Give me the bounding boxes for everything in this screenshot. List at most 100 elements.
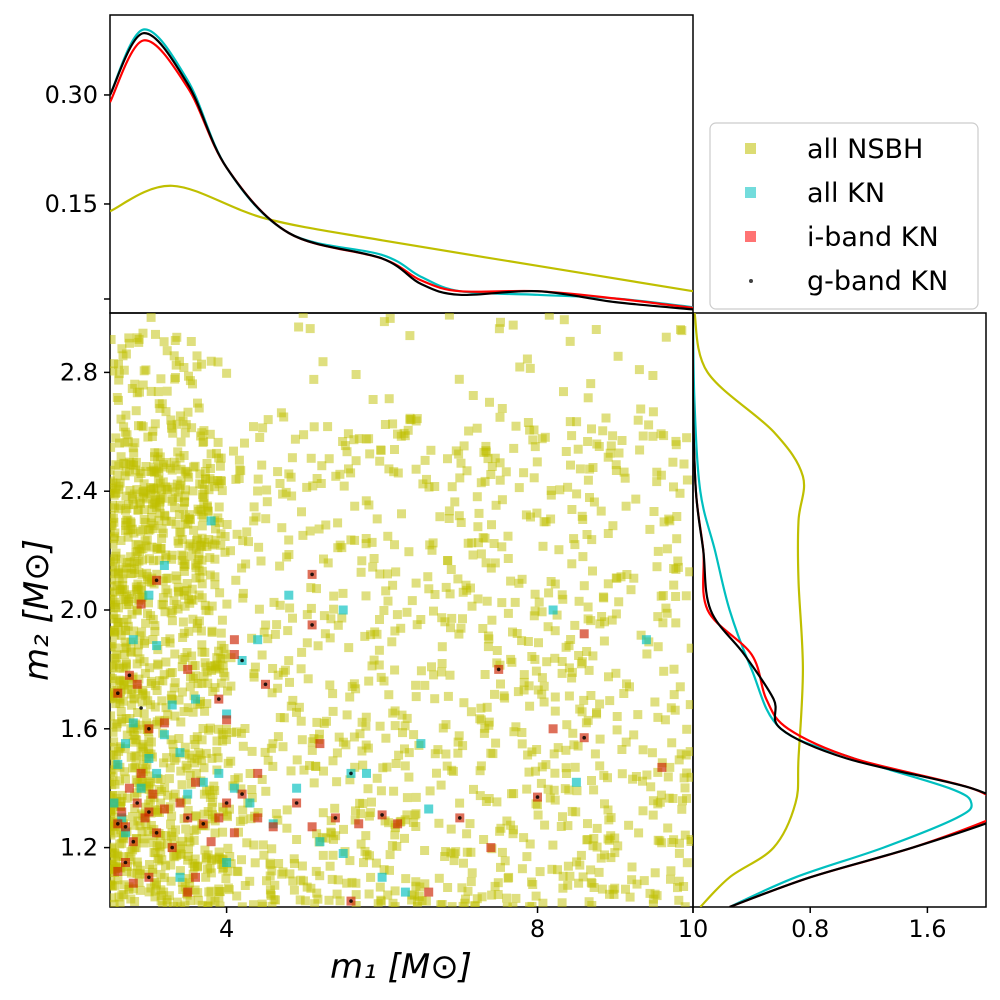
scatter-point-all-nsbh: [587, 424, 596, 434]
scatter-point-all-nsbh: [275, 600, 285, 610]
y-tick-label: 2.4: [60, 477, 98, 505]
scatter-point-all-nsbh: [294, 702, 304, 712]
scatter-point-all-nsbh: [115, 438, 124, 448]
scatter-point-all-nsbh: [638, 431, 648, 441]
scatter-point-all-nsbh: [135, 865, 145, 875]
scatter-point-all-nsbh: [110, 610, 118, 620]
scatter-point-all-nsbh: [172, 332, 182, 342]
scatter-point-all-nsbh: [321, 833, 331, 843]
scatter-point-all-nsbh: [170, 789, 180, 799]
scatter-point-all-nsbh: [549, 749, 559, 759]
scatter-point-all-nsbh: [190, 885, 200, 895]
scatter-point-all-nsbh: [166, 876, 176, 886]
scatter-point-all-nsbh: [114, 375, 124, 385]
scatter-point-all-nsbh: [139, 657, 149, 667]
scatter-point-g-band-kn: [349, 771, 353, 776]
scatter-point-all-nsbh: [314, 524, 324, 534]
scatter-point-all-nsbh: [161, 703, 171, 713]
scatter-point-all-nsbh: [238, 536, 248, 546]
scatter-point-all-nsbh: [204, 725, 214, 735]
scatter-point-all-nsbh: [420, 455, 430, 465]
scatter-point-all-nsbh: [232, 891, 242, 901]
scatter-point-all-nsbh: [126, 724, 136, 734]
scatter-point-all-nsbh: [112, 750, 121, 760]
scatter-point-all-nsbh: [489, 539, 499, 548]
scatter-point-all-nsbh: [335, 896, 345, 906]
scatter-point-all-nsbh: [608, 521, 618, 531]
scatter-point-all-nsbh: [133, 647, 143, 657]
scatter-point-all-nsbh: [400, 815, 410, 825]
scatter-point-all-nsbh: [163, 790, 173, 800]
scatter-point-all-nsbh: [573, 741, 583, 751]
scatter-point-g-band-kn: [135, 801, 139, 805]
scatter-point-all-nsbh: [443, 556, 453, 565]
scatter-point-all-nsbh: [656, 470, 666, 480]
scatter-point-i-band-kn: [307, 822, 317, 832]
scatter-point-all-nsbh: [453, 748, 463, 758]
scatter-point-all-nsbh: [184, 844, 193, 854]
scatter-point-all-nsbh: [612, 725, 622, 735]
scatter-point-all-nsbh: [350, 501, 360, 511]
scatter-point-all-nsbh: [453, 574, 463, 584]
scatter-point-all-nsbh: [665, 762, 675, 772]
scatter-point-all-nsbh: [491, 500, 501, 510]
scatter-point-all-nsbh: [550, 768, 560, 778]
scatter-point-all-nsbh: [361, 831, 371, 841]
scatter-point-i-band-kn: [183, 664, 193, 674]
scatter-point-all-nsbh: [544, 588, 554, 598]
scatter-point-all-nsbh: [180, 428, 190, 438]
scatter-point-all-nsbh: [216, 540, 226, 550]
scatter-point-all-nsbh: [197, 900, 207, 907]
scatter-point-all-nsbh: [349, 435, 359, 445]
scatter-point-all-nsbh: [411, 877, 421, 887]
scatter-point-all-nsbh: [529, 611, 539, 621]
scatter-point-all-nsbh: [263, 755, 273, 765]
scatter-point-all-nsbh: [215, 461, 225, 471]
scatter-point-all-nsbh: [167, 828, 177, 837]
scatter-point-all-nsbh: [139, 515, 149, 524]
x-tick-label: 10: [678, 915, 709, 943]
scatter-point-all-nsbh: [318, 808, 328, 818]
scatter-point-all-nsbh: [122, 591, 132, 601]
scatter-point-all-nsbh: [437, 642, 447, 652]
scatter-point-all-nsbh: [325, 633, 335, 643]
scatter-point-all-nsbh: [130, 803, 140, 813]
scatter-point-all-nsbh: [110, 503, 119, 513]
scatter-point-all-nsbh: [290, 859, 299, 868]
scatter-point-all-nsbh: [552, 610, 562, 620]
scatter-point-all-nsbh: [144, 784, 154, 794]
scatter-point-all-nsbh: [216, 628, 226, 638]
scatter-point-all-nsbh: [235, 816, 245, 826]
scatter-point-all-nsbh: [390, 665, 400, 675]
scatter-point-all-nsbh: [110, 711, 116, 721]
scatter-point-all-nsbh: [532, 508, 542, 518]
scatter-point-all-nsbh: [592, 709, 602, 719]
scatter-point-all-nsbh: [127, 384, 137, 393]
scatter-point-all-nsbh: [476, 703, 486, 713]
scatter-point-all-nsbh: [187, 423, 197, 433]
scatter-point-all-nsbh: [129, 884, 138, 894]
scatter-point-all-nsbh: [166, 860, 176, 870]
scatter-point-all-nsbh: [116, 554, 126, 564]
scatter-point-all-nsbh: [669, 482, 678, 492]
scatter-point-all-nsbh: [400, 833, 409, 843]
scatter-point-all-nsbh: [238, 741, 248, 751]
scatter-point-all-nsbh: [664, 793, 674, 803]
scatter-point-all-nsbh: [139, 366, 149, 376]
scatter-point-all-nsbh: [570, 762, 580, 772]
scatter-point-all-nsbh: [198, 724, 208, 733]
scatter-point-all-nsbh: [215, 887, 225, 896]
scatter-point-all-nsbh: [497, 542, 507, 552]
scatter-point-all-nsbh: [333, 518, 343, 528]
scatter-point-all-nsbh: [120, 471, 130, 481]
scatter-point-all-nsbh: [145, 860, 154, 869]
scatter-point-all-nsbh: [172, 574, 182, 584]
scatter-point-all-nsbh: [444, 506, 454, 516]
scatter-point-all-nsbh: [579, 695, 589, 705]
scatter-point-all-nsbh: [216, 653, 226, 663]
scatter-point-all-nsbh: [191, 824, 201, 834]
scatter-point-all-nsbh: [679, 459, 689, 469]
scatter-point-all-nsbh: [332, 748, 342, 758]
scatter-point-all-nsbh: [110, 676, 115, 686]
scatter-point-all-nsbh: [357, 556, 367, 566]
